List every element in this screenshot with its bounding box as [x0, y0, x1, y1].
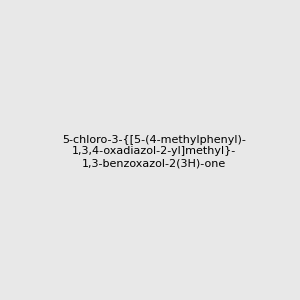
Text: 5-chloro-3-{[5-(4-methylphenyl)-
1,3,4-oxadiazol-2-yl]methyl}-
1,3-benzoxazol-2(: 5-chloro-3-{[5-(4-methylphenyl)- 1,3,4-o…	[62, 135, 246, 168]
